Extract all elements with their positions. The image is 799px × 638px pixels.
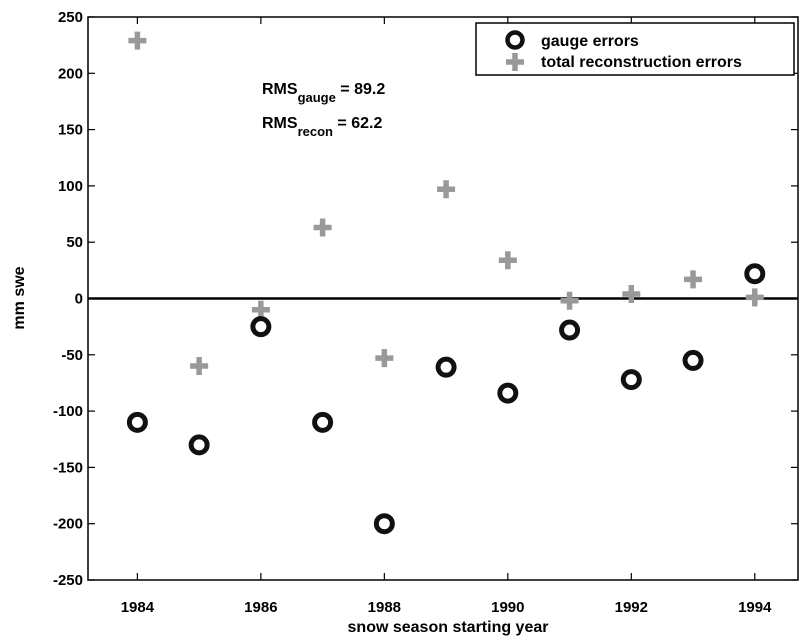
legend-box (475, 22, 795, 76)
gauge-error-point (188, 434, 210, 456)
x-axis-ticks: 1984 1986 1988 1990 1992 1994 (121, 17, 772, 616)
legend-plus-marker-icon (506, 53, 524, 71)
annotation-rms-gauge-main: RMS (262, 81, 298, 98)
gauge-error-point (682, 349, 704, 371)
y-tick-label: 50 (66, 234, 83, 251)
reconstruction-error-point (437, 180, 456, 199)
reconstruction-error-point (622, 284, 641, 303)
x-tick-label: 1992 (615, 599, 648, 616)
reconstruction-error-point (745, 288, 764, 307)
gauge-error-point (620, 369, 642, 391)
gauge-error-point (497, 382, 519, 404)
legend: gauge errors total reconstruction errors (475, 22, 795, 76)
gauge-error-point (312, 411, 334, 433)
gauge-error-point (373, 513, 395, 535)
reconstruction-error-point (684, 270, 703, 289)
annotation-rms-recon: RMSrecon = 62.2 (262, 115, 382, 139)
annotation-rms-gauge: RMSgauge = 89.2 (262, 81, 385, 105)
y-tick-label: -250 (53, 572, 83, 589)
x-tick-label: 1984 (121, 599, 155, 616)
y-tick-label: -50 (61, 347, 83, 364)
reconstruction-error-point (128, 31, 147, 50)
svg-text:RMSrecon = 62.2: RMSrecon = 62.2 (262, 115, 382, 139)
gauge-error-point (250, 316, 272, 338)
annotation-rms-recon-value: = 62.2 (333, 115, 382, 132)
y-axis-ticks: 250 200 150 100 50 0 -50 -100 -150 -200 -250 (53, 9, 798, 589)
legend-circle-marker-icon (505, 30, 525, 50)
y-tick-label: 250 (58, 9, 83, 26)
reconstruction-error-point (498, 251, 517, 270)
y-tick-label: -100 (53, 403, 83, 420)
reconstruction-error-point (313, 218, 332, 237)
gauge-error-point (559, 319, 581, 341)
reconstruction-error-point (560, 291, 579, 310)
x-tick-label: 1988 (368, 599, 401, 616)
legend-label-recon: total reconstruction errors (541, 54, 742, 71)
annotation-rms-recon-main: RMS (262, 115, 298, 132)
svg-text:RMSgauge = 89.2: RMSgauge = 89.2 (262, 81, 385, 105)
y-tick-label: -150 (53, 459, 83, 476)
gauge-error-point (744, 263, 766, 285)
x-tick-label: 1994 (738, 599, 772, 616)
x-axis-label: snow season starting year (348, 619, 549, 636)
reconstruction-error-point (190, 357, 209, 376)
y-tick-label: 100 (58, 178, 83, 195)
gauge-error-point (435, 356, 457, 378)
y-tick-label: -200 (53, 516, 83, 533)
annotation-rms-gauge-sub: gauge (298, 90, 336, 105)
x-tick-label: 1990 (491, 599, 524, 616)
annotation-rms-recon-sub: recon (298, 124, 333, 139)
y-tick-label: 0 (75, 291, 83, 308)
legend-label-gauge: gauge errors (541, 33, 639, 50)
y-tick-label: 200 (58, 65, 83, 82)
plot-marks (88, 31, 798, 535)
y-tick-label: 150 (58, 122, 83, 139)
y-axis-label: mm swe (11, 266, 28, 329)
gauge-error-point (126, 411, 148, 433)
x-tick-label: 1986 (244, 599, 277, 616)
reconstruction-error-point (375, 349, 394, 368)
annotation-rms-gauge-value: = 89.2 (336, 81, 385, 98)
reconstruction-error-point (251, 300, 270, 319)
